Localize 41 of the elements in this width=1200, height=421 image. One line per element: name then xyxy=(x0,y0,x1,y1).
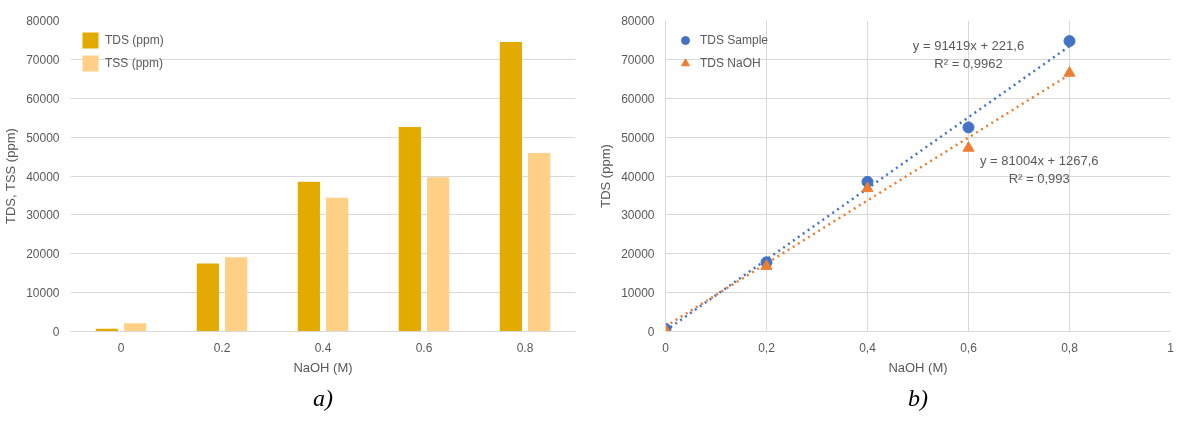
y-axis-title: TDS (ppm) xyxy=(598,144,614,208)
x-tick-label: 0 xyxy=(662,340,670,355)
y-tick-label: 40000 xyxy=(621,169,655,184)
y-axis-title: TDS, TSS (ppm) xyxy=(3,128,19,225)
y-tick-label: 70000 xyxy=(621,52,655,67)
x-tick-label: 0.2 xyxy=(213,340,231,355)
x-tick-label: 0 xyxy=(117,340,125,355)
y-tick-label: 80000 xyxy=(26,14,60,28)
y-tick-label: 70000 xyxy=(26,52,60,67)
y-tick-label: 60000 xyxy=(26,91,60,106)
x-tick-label: 0.8 xyxy=(516,340,534,355)
x-tick-label: 0,8 xyxy=(1061,340,1079,355)
legend-label: TDS Sample xyxy=(700,33,769,47)
x-tick-label: 0.6 xyxy=(415,340,433,355)
y-tick-label: 50000 xyxy=(26,130,60,145)
text: a) xyxy=(313,384,333,411)
y-tick-label: 60000 xyxy=(621,91,655,106)
y-tick-label: 30000 xyxy=(26,208,60,223)
legend-label: TSS (ppm) xyxy=(105,56,164,70)
y-tick-label: 10000 xyxy=(621,286,655,301)
y-tick-label: 0 xyxy=(52,325,60,339)
x-tick-label: 0,6 xyxy=(960,340,978,355)
y-tick-label: 20000 xyxy=(621,247,655,262)
y-tick-label: 10000 xyxy=(26,286,60,301)
y-tick-label: 40000 xyxy=(26,169,60,184)
x-tick-label: 0.4 xyxy=(314,340,332,355)
y-tick-label: 80000 xyxy=(621,14,655,28)
y-tick-label: 0 xyxy=(647,325,655,339)
legend-label: TDS (ppm) xyxy=(105,33,164,47)
text: b) xyxy=(908,384,928,411)
y-tick-label: 20000 xyxy=(26,247,60,262)
legend-label: TDS NaOH xyxy=(700,56,761,70)
annotation: y = 91419x + 221,6 R² = 0,9962 xyxy=(912,38,1025,72)
y-tick-label: 30000 xyxy=(621,208,655,223)
x-axis-title: NaOH (M) xyxy=(293,359,353,375)
y-tick-label: 50000 xyxy=(621,130,655,145)
x-tick-label: 0,2 xyxy=(758,340,776,355)
annotation: y = 81004x + 1267,6 R² = 0,993 xyxy=(979,153,1099,187)
x-tick-label: 0,4 xyxy=(859,340,877,355)
x-tick-label: 1 xyxy=(1167,340,1175,355)
x-axis-title: NaOH (M) xyxy=(888,359,948,375)
